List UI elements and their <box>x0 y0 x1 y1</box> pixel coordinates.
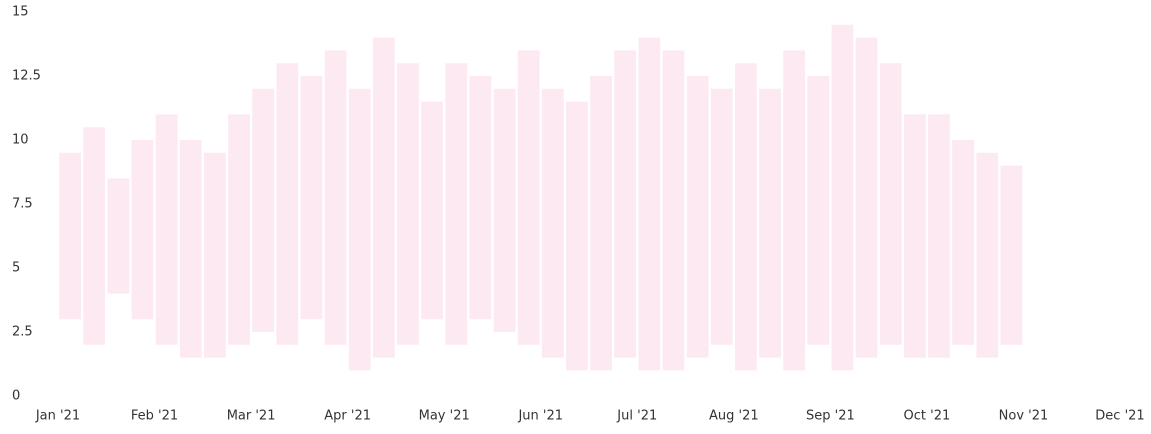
x-tick-label: May '21 <box>419 409 470 424</box>
range-bar <box>831 24 854 371</box>
range-bar <box>59 152 81 320</box>
range-bar <box>783 50 806 371</box>
x-tick-label: Aug '21 <box>709 409 759 424</box>
range-bar <box>879 63 902 345</box>
range-bar <box>228 114 250 345</box>
x-tick-label: Oct '21 <box>904 409 951 424</box>
x-tick-label: Apr '21 <box>324 409 371 424</box>
y-tick-label: 5 <box>12 261 20 276</box>
range-bar <box>107 178 130 294</box>
x-tick-label: Jul '21 <box>616 409 657 424</box>
y-tick-label: 15 <box>12 5 29 20</box>
range-bar <box>807 76 830 345</box>
range-bar <box>397 63 419 345</box>
y-tick-label: 7.5 <box>12 197 33 212</box>
range-bar <box>179 140 202 358</box>
range-bar <box>493 88 516 332</box>
x-tick-label: Nov '21 <box>999 409 1049 424</box>
range-bar <box>83 127 106 345</box>
range-bar <box>855 37 878 358</box>
range-bar <box>735 63 757 371</box>
y-tick-label: 10 <box>12 133 29 148</box>
y-tick-label: 12.5 <box>12 69 41 84</box>
range-bar <box>445 63 468 345</box>
range-bar <box>300 76 323 320</box>
range-bar <box>976 152 999 358</box>
range-bar <box>590 76 612 371</box>
range-bar <box>517 50 540 345</box>
range-bar <box>155 114 178 345</box>
range-bar <box>324 50 347 345</box>
range-bar <box>541 88 564 358</box>
range-bar <box>662 50 685 371</box>
x-tick-label: Feb '21 <box>131 409 178 424</box>
range-bar <box>252 88 275 332</box>
range-bar <box>131 140 154 320</box>
range-bar <box>1000 165 1023 345</box>
range-bar <box>903 114 926 358</box>
range-bar <box>204 152 226 358</box>
range-bar <box>710 88 733 345</box>
y-tick-label: 0 <box>12 389 20 404</box>
range-bar <box>421 101 443 320</box>
y-tick-label: 2.5 <box>12 325 33 340</box>
x-tick-label: Jun '21 <box>517 409 563 424</box>
range-bar <box>372 37 395 358</box>
x-tick-label: Sep '21 <box>806 409 855 424</box>
range-bar <box>566 101 588 371</box>
range-bar <box>348 88 371 371</box>
range-bar <box>928 114 950 358</box>
range-bar <box>952 140 974 345</box>
range-bar <box>686 76 709 358</box>
range-bar <box>759 88 781 358</box>
range-bar <box>276 63 299 345</box>
range-bar <box>638 37 661 371</box>
x-tick-label: Dec '21 <box>1095 409 1144 424</box>
range-bar <box>469 76 492 320</box>
x-tick-label: Jan '21 <box>35 409 80 424</box>
range-bar <box>614 50 637 358</box>
x-tick-label: Mar '21 <box>227 409 276 424</box>
